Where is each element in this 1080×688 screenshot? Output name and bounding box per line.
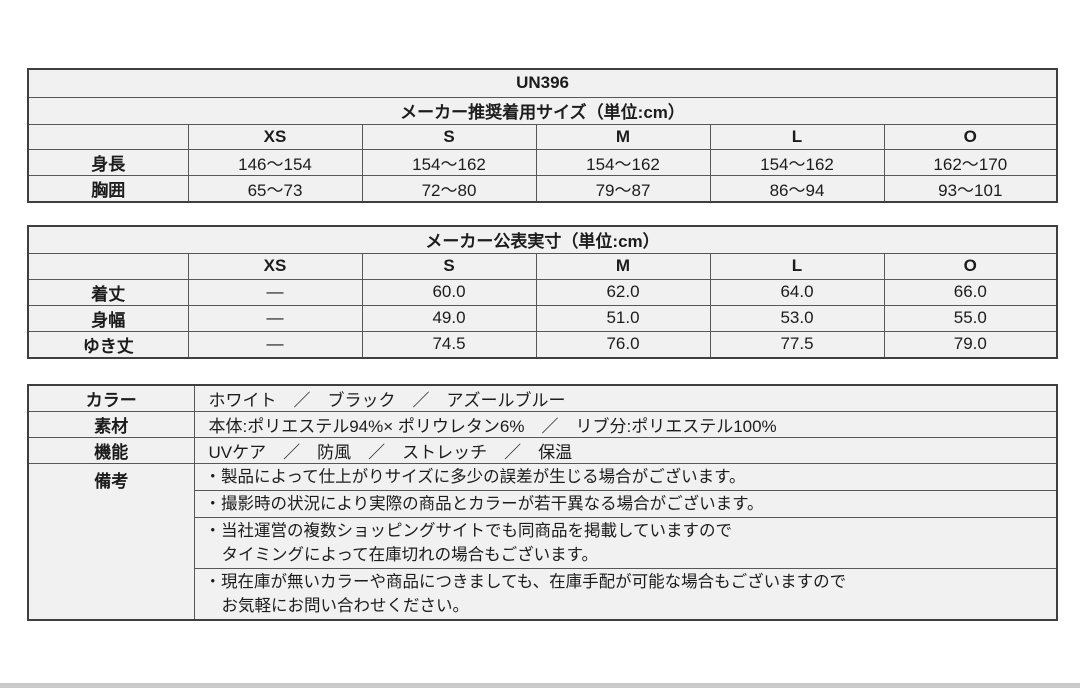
note-text: タイミングによって在庫切れの場合もございます。 xyxy=(221,546,599,564)
product-code: UN396 xyxy=(27,68,1058,98)
size-value-cell: 77.5 xyxy=(709,330,885,358)
size-value-cell: 49.0 xyxy=(361,304,537,332)
table-row: 素材 本体:ポリエステル94%× ポリウレタン6% ／ リブ分:ポリエステル10… xyxy=(27,411,1058,438)
size-value-cell: 55.0 xyxy=(883,304,1058,332)
note-item: ・当社運営の複数ショッピングサイトでも同商品を掲載していますので タイミングによ… xyxy=(193,517,1058,569)
table-row: 身幅 — 49.0 51.0 53.0 55.0 xyxy=(27,304,1058,332)
table-row: ・現在庫が無いカラーや商品につきましても、在庫手配が可能な場合もございますので … xyxy=(28,568,1058,621)
note-item: ・撮影時の状況により実際の商品とカラーが若干異なる場合がございます。 xyxy=(193,490,1058,518)
note-text: ・撮影時の状況により実際の商品とカラーが若干異なる場合がございます。 xyxy=(204,495,764,513)
note-text: ・製品によって仕上がりサイズに多少の誤差が生じる場合がございます。 xyxy=(204,468,746,486)
size-value-cell: 146～154 xyxy=(187,148,363,176)
size-column-header: XS xyxy=(187,123,363,150)
note-text: ・現在庫が無いカラーや商品につきましても、在庫手配が可能な場合もございますので xyxy=(204,573,847,591)
size-value-cell: 154～162 xyxy=(361,148,537,176)
size-value-cell: — xyxy=(187,330,363,358)
material-value: 本体:ポリエステル94%× ポリウレタン6% ／ リブ分:ポリエステル100% xyxy=(193,411,1058,438)
measure-row-label: 胸囲 xyxy=(27,174,189,202)
table-row: 機能 UVケア ／ 防風 ／ ストレッチ ／ 保温 xyxy=(27,437,1058,464)
corner-cell xyxy=(27,252,189,280)
size-value-cell: 154～162 xyxy=(535,148,711,176)
note-item: ・製品によって仕上がりサイズに多少の誤差が生じる場合がございます。 xyxy=(193,463,1058,491)
size-column-header: S xyxy=(361,252,537,280)
size-value-cell: 93～101 xyxy=(883,174,1058,202)
size-value-cell: 74.5 xyxy=(361,330,537,358)
notes-row-label: 備考 xyxy=(27,463,195,621)
table-row: 備考 ・製品によって仕上がりサイズに多少の誤差が生じる場合がございます。 xyxy=(27,463,1058,621)
recommended-size-table: UN396 メーカー推奨着用サイズ（単位:cm） XS S M L O 身長 1… xyxy=(27,68,1059,203)
detail-row-label: 素材 xyxy=(27,411,195,438)
size-column-header: S xyxy=(361,123,537,150)
color-value: ホワイト ／ ブラック ／ アズールブルー xyxy=(193,384,1058,412)
table-row: ・撮影時の状況により実際の商品とカラーが若干異なる場合がございます。 xyxy=(28,490,1058,518)
actual-measurements-table: メーカー公表実寸（単位:cm） XS S M L O 着丈 — 60.0 62.… xyxy=(27,225,1059,359)
table-row: 着丈 — 60.0 62.0 64.0 66.0 xyxy=(27,278,1058,306)
table-row: 身長 146～154 154～162 154～162 154～162 162～1… xyxy=(27,148,1058,176)
size-value-cell: 65～73 xyxy=(187,174,363,202)
size-value-cell: 60.0 xyxy=(361,278,537,306)
size-value-cell: — xyxy=(187,304,363,332)
size-column-header: M xyxy=(535,252,711,280)
table-row: ゆき丈 — 74.5 76.0 77.5 79.0 xyxy=(27,330,1058,358)
measure-row-label: 着丈 xyxy=(27,278,189,306)
note-text: ・当社運営の複数ショッピングサイトでも同商品を掲載していますので xyxy=(204,522,733,540)
function-value: UVケア ／ 防風 ／ ストレッチ ／ 保温 xyxy=(193,437,1058,464)
measure-row-label: 身幅 xyxy=(27,304,189,332)
detail-row-label: 機能 xyxy=(27,437,195,464)
size-value-cell: 86～94 xyxy=(709,174,885,202)
size-column-header: M xyxy=(535,123,711,150)
actual-measurements-title: メーカー公表実寸（単位:cm） xyxy=(27,225,1058,254)
size-value-cell: 79.0 xyxy=(883,330,1058,358)
size-value-cell: 79～87 xyxy=(535,174,711,202)
note-text: お気軽にお問い合わせください。 xyxy=(221,597,470,615)
size-value-cell: 66.0 xyxy=(883,278,1058,306)
size-value-cell: 154～162 xyxy=(709,148,885,176)
table-row: 胸囲 65～73 72～80 79～87 86～94 93～101 xyxy=(27,174,1058,202)
table-row: カラー ホワイト ／ ブラック ／ アズールブルー xyxy=(27,384,1058,412)
size-value-cell: 72～80 xyxy=(361,174,537,202)
table-row: ・当社運営の複数ショッピングサイトでも同商品を掲載していますので タイミングによ… xyxy=(28,517,1058,569)
size-value-cell: 53.0 xyxy=(709,304,885,332)
size-column-header: O xyxy=(883,252,1058,280)
measure-row-label: ゆき丈 xyxy=(27,330,189,358)
note-item: ・現在庫が無いカラーや商品につきましても、在庫手配が可能な場合もございますので … xyxy=(193,568,1058,621)
detail-row-label: カラー xyxy=(27,384,195,412)
size-column-header: L xyxy=(709,252,885,280)
recommended-size-title: メーカー推奨着用サイズ（単位:cm） xyxy=(27,96,1058,125)
size-value-cell: 162～170 xyxy=(883,148,1058,176)
size-value-cell: 51.0 xyxy=(535,304,711,332)
measure-row-label: 身長 xyxy=(27,148,189,176)
size-value-cell: 64.0 xyxy=(709,278,885,306)
size-column-header: O xyxy=(883,123,1058,150)
size-value-cell: 62.0 xyxy=(535,278,711,306)
corner-cell xyxy=(27,123,189,150)
product-details-table: カラー ホワイト ／ ブラック ／ アズールブルー 素材 本体:ポリエステル94… xyxy=(27,384,1058,621)
size-column-header: XS xyxy=(187,252,363,280)
size-column-header: L xyxy=(709,123,885,150)
size-value-cell: 76.0 xyxy=(535,330,711,358)
size-value-cell: — xyxy=(187,278,363,306)
bottom-edge-strip xyxy=(0,683,1080,688)
